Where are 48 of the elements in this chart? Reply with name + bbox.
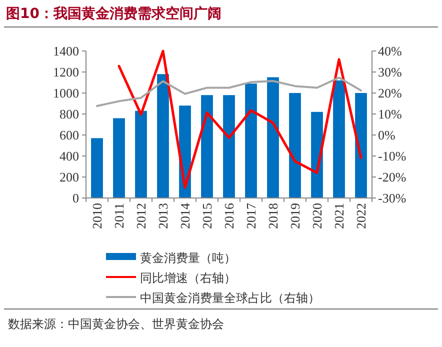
y2-tick-label: 0% <box>378 128 396 142</box>
x-tick-label: 2010 <box>90 203 104 229</box>
y2-tick-label: 30% <box>378 64 402 80</box>
y-tick-label: 200 <box>60 170 79 184</box>
x-tick-label: 2019 <box>288 203 302 229</box>
bar <box>113 118 125 198</box>
bar <box>223 95 235 198</box>
x-tick-label: 2018 <box>266 203 280 229</box>
x-tick-label: 2021 <box>332 203 346 229</box>
chart-title: 图10：我国黄金消费需求空间广阔 <box>6 5 222 22</box>
y-tick-label: 1400 <box>53 44 79 58</box>
y2-tick-label: 40% <box>378 44 402 58</box>
line-series <box>118 50 362 189</box>
y2-tick-label: -30% <box>378 190 406 206</box>
bar <box>201 95 213 198</box>
y-tick-label: 800 <box>60 106 79 122</box>
bar <box>333 80 345 198</box>
legend-label: 同比增速（右轴） <box>140 271 236 285</box>
y2-tick-label: -10% <box>378 148 406 164</box>
x-tick-label: 2015 <box>200 203 214 229</box>
bar <box>245 84 257 198</box>
bar <box>135 110 147 198</box>
legend-label: 中国黄金消费量全球占比（右轴） <box>140 291 320 305</box>
x-tick-label: 2022 <box>354 203 368 229</box>
x-tick-label: 2012 <box>134 203 148 229</box>
x-tick-label: 2013 <box>156 203 170 229</box>
line-series <box>96 76 362 108</box>
y-tick-label: 0 <box>72 190 79 206</box>
y-tick-label: 1000 <box>53 86 79 100</box>
bar <box>267 77 279 198</box>
x-tick-label: 2014 <box>178 202 192 229</box>
x-tick-label: 2020 <box>310 203 324 229</box>
source-note: 数据来源：中国黄金协会、世界黄金协会 <box>8 317 224 331</box>
bar <box>311 112 323 198</box>
y-tick-label: 600 <box>60 128 79 142</box>
x-tick-label: 2011 <box>112 203 126 229</box>
y2-tick-label: 20% <box>378 86 402 100</box>
y2-tick-label: -20% <box>378 170 406 184</box>
bar <box>355 93 367 198</box>
y2-tick-label: 10% <box>378 106 402 122</box>
x-tick-label: 2016 <box>222 202 236 229</box>
legend-label: 黄金消费量（吨） <box>140 251 236 265</box>
y-tick-label: 1200 <box>53 64 79 80</box>
x-tick-label: 2017 <box>244 202 258 229</box>
y-tick-label: 400 <box>60 148 79 164</box>
bar <box>289 93 301 198</box>
bar <box>157 74 169 198</box>
bar <box>91 138 103 198</box>
